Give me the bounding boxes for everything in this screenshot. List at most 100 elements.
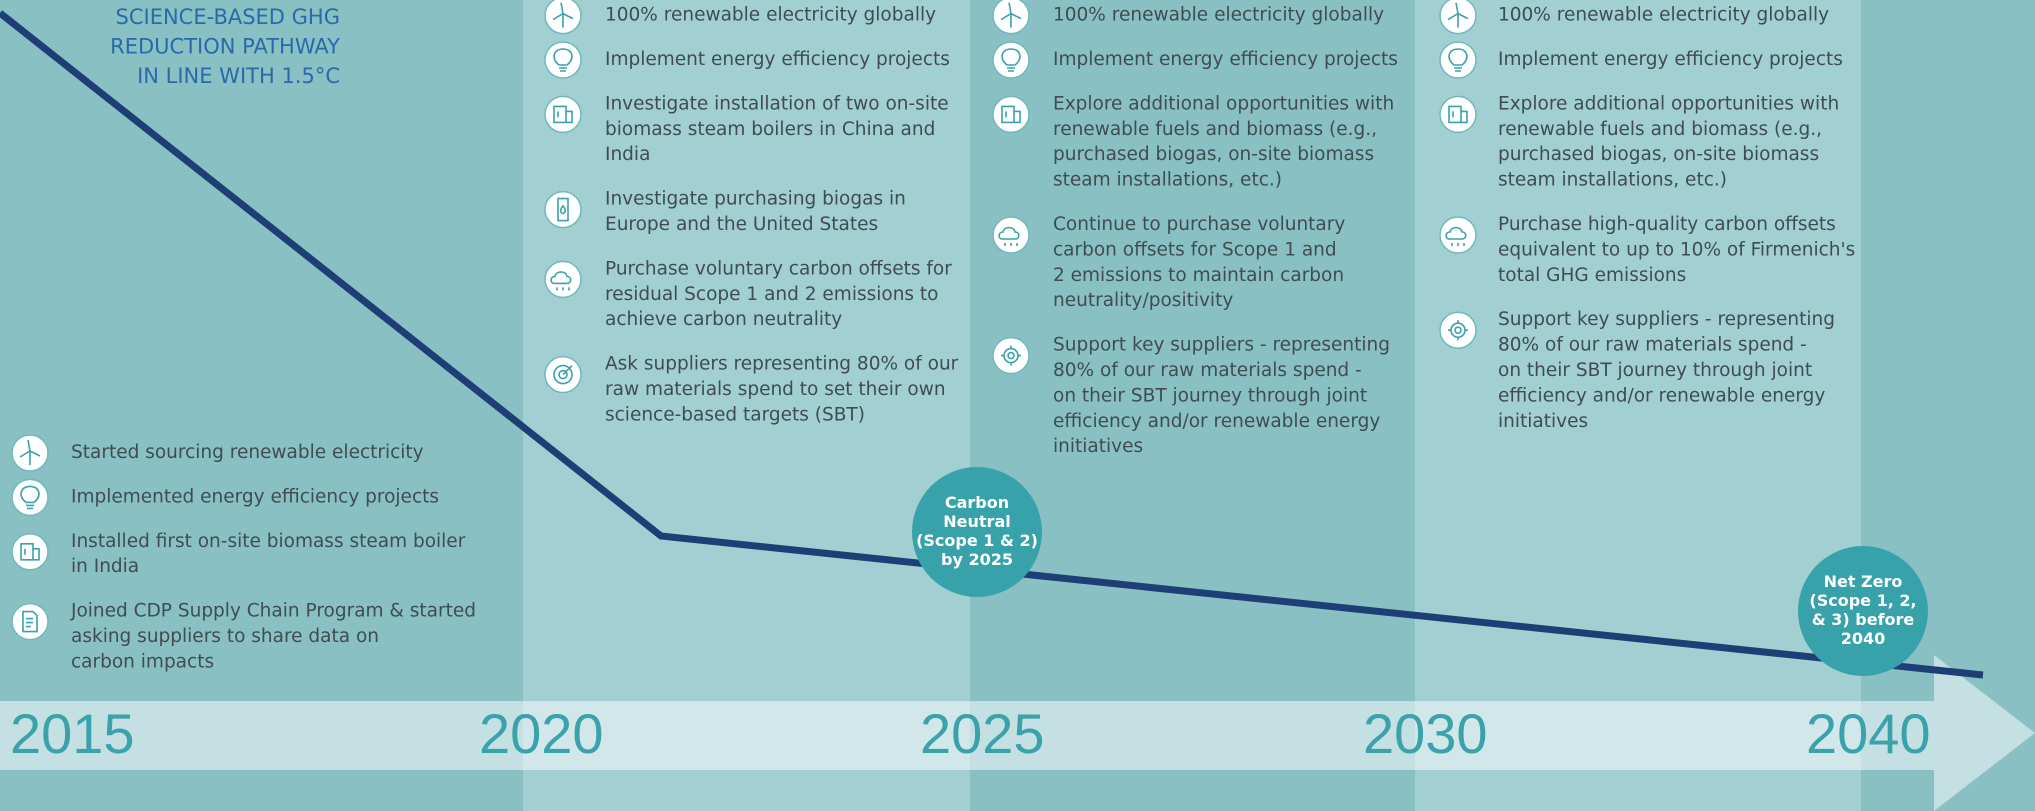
action-text: asking suppliers to share data on — [71, 626, 379, 647]
action-text: efficiency and/or renewable energy — [1498, 385, 1825, 406]
icon — [544, 190, 582, 229]
year-band — [0, 701, 1934, 770]
action-text: neutrality/positivity — [1053, 290, 1233, 311]
icon — [11, 602, 49, 641]
year-label: 2015 — [10, 702, 135, 765]
icon — [544, 260, 582, 299]
icon-glyph — [1001, 345, 1021, 366]
title-line: SCIENCE-BASED GHG — [116, 5, 340, 29]
action-text: Implement energy efficiency projects — [605, 49, 950, 70]
icon-circle — [992, 41, 1030, 79]
year-label: 2025 — [920, 702, 1045, 765]
icon — [544, 0, 582, 35]
milestone-text: 2040 — [1841, 629, 1886, 648]
icon — [11, 533, 49, 571]
action-text: 2 emissions to maintain carbon — [1053, 265, 1344, 286]
milestone-circle — [1798, 546, 1928, 676]
icon-circle — [544, 95, 582, 134]
reduction-line — [0, 10, 1984, 679]
action-text: Investigate installation of two on-site — [605, 93, 949, 114]
action-text: Joined CDP Supply Chain Program & starte… — [70, 601, 476, 622]
icon-glyph — [550, 271, 572, 291]
action-text: initiatives — [1053, 436, 1143, 457]
icon — [1439, 216, 1477, 254]
icon-circle — [11, 478, 49, 517]
icon-glyph — [553, 48, 573, 72]
icon-circle — [992, 95, 1030, 134]
action-text: steam installations, etc.) — [1498, 170, 1727, 191]
action-text: in India — [71, 556, 139, 577]
milestone-text: (Scope 1, 2, — [1809, 591, 1916, 610]
icon — [1439, 0, 1477, 35]
icon — [992, 95, 1030, 134]
action-text: efficiency and/or renewable energy — [1053, 411, 1380, 432]
icon-glyph — [1445, 226, 1467, 246]
icon-glyph — [1448, 105, 1468, 124]
action-text: Europe and the United States — [605, 214, 878, 235]
action-text: biomass steam boilers in China and — [605, 119, 935, 140]
icon — [544, 95, 582, 134]
action-text: Explore additional opportunities with — [1498, 93, 1839, 114]
icon-glyph — [1001, 48, 1021, 72]
icon — [544, 355, 582, 394]
icon-circle — [11, 602, 49, 641]
icon-glyph — [20, 543, 40, 561]
column-band — [1415, 0, 1861, 811]
title-line: IN LINE WITH 1.5°C — [137, 64, 340, 88]
action-text: 80% of our raw materials spend - — [1498, 335, 1807, 356]
icon-glyph — [22, 610, 38, 633]
action-text: achieve carbon neutrality — [605, 309, 842, 330]
action-text: total GHG emissions — [1498, 265, 1686, 286]
icon — [11, 434, 49, 472]
icon — [992, 336, 1030, 375]
icon — [992, 0, 1030, 35]
action-text: Support key suppliers - representing — [1498, 309, 1835, 330]
icon-glyph — [1000, 2, 1022, 28]
column-band — [523, 0, 970, 811]
icon-circle — [1439, 216, 1477, 254]
action-text: purchased biogas, on-site biomass — [1498, 144, 1819, 165]
action-text: carbon offsets for Scope 1 and — [1053, 239, 1337, 260]
action-text: carbon impacts — [71, 651, 214, 672]
icon-glyph — [1001, 105, 1021, 124]
year-label: 2020 — [479, 702, 604, 765]
icon-glyph — [19, 439, 41, 465]
icon — [1439, 95, 1477, 134]
action-text: on their SBT journey through joint — [1498, 360, 1812, 381]
action-text: science-based targets (SBT) — [605, 404, 865, 425]
icon-circle — [992, 336, 1030, 375]
action-text: Purchase voluntary carbon offsets for — [605, 258, 952, 279]
icon-glyph — [998, 226, 1020, 246]
milestone-text: Neutral — [943, 512, 1010, 531]
icon-glyph — [553, 105, 573, 124]
action-text: purchased biogas, on-site biomass — [1053, 144, 1374, 165]
action-text: initiatives — [1498, 411, 1588, 432]
icon-circle — [11, 533, 49, 571]
action-text: Explore additional opportunities with — [1053, 93, 1394, 114]
icon-glyph — [552, 2, 574, 28]
icon — [1439, 41, 1477, 79]
icon-glyph — [1447, 2, 1469, 28]
action-text: Support key suppliers - representing — [1053, 335, 1390, 356]
action-text: Implement energy efficiency projects — [1053, 49, 1398, 70]
action-text: Implement energy efficiency projects — [1498, 49, 1843, 70]
icon — [544, 41, 582, 79]
milestone-text: by 2025 — [941, 550, 1013, 569]
action-text: steam installations, etc.) — [1053, 170, 1282, 191]
year-label: 2030 — [1363, 702, 1488, 765]
year-label: 2040 — [1806, 702, 1931, 765]
icon — [992, 41, 1030, 79]
year-arrow — [1934, 655, 2035, 811]
icon-glyph — [557, 197, 569, 222]
milestone-text: & 3) before — [1812, 610, 1915, 629]
milestone-text: Carbon — [945, 493, 1009, 512]
icon — [1439, 311, 1477, 349]
icon-circle — [1439, 95, 1477, 134]
icon-glyph — [1448, 48, 1468, 72]
action-text: on their SBT journey through joint — [1053, 385, 1367, 406]
icon-circle — [1439, 41, 1477, 79]
action-text: Continue to purchase voluntary — [1053, 214, 1345, 235]
icon-circle — [1439, 311, 1477, 349]
action-text: India — [605, 144, 650, 165]
action-text: residual Scope 1 and 2 emissions to — [605, 284, 939, 305]
